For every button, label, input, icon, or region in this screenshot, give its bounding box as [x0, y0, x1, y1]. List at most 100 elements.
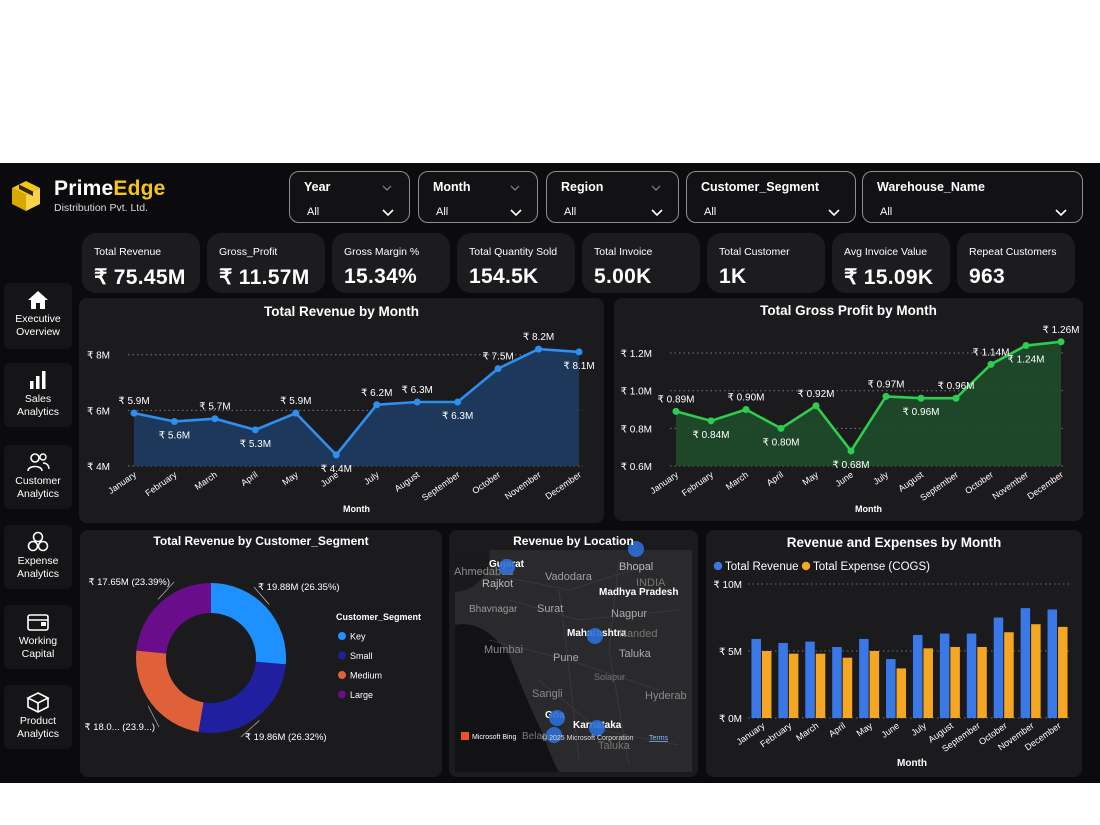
- bar: [805, 641, 815, 718]
- nav-customer-analytics[interactable]: Customer Analytics: [4, 445, 72, 509]
- chevron-down-icon[interactable]: [509, 207, 523, 219]
- filter-warehouse-name[interactable]: Warehouse_Name All: [862, 171, 1083, 223]
- map-credit: Microsoft Bing: [472, 734, 516, 741]
- data-point: [987, 360, 995, 368]
- x-tick-label: January: [106, 469, 138, 496]
- filter-month[interactable]: Month All: [418, 171, 538, 223]
- kpi-total-quantity-sold: Total Quantity Sold 154.5K: [457, 233, 575, 293]
- legend-label: Total Expense (COGS): [813, 561, 930, 573]
- location-bubble[interactable]: [549, 710, 565, 726]
- map-place-label: Taluka: [619, 648, 652, 660]
- data-label: ₹ 0.97M: [868, 379, 905, 390]
- chevron-down-icon[interactable]: [827, 207, 841, 219]
- leader-line: [240, 720, 260, 738]
- profit-line-chart: ₹ 0.6M ₹ 0.8M ₹ 1.0M ₹ 1.2M ₹ 0.89M January ₹ …: [621, 325, 1080, 514]
- data-point: [535, 345, 543, 353]
- filter-year[interactable]: Year All: [289, 171, 410, 223]
- data-point: [292, 409, 300, 417]
- filter-value: All: [564, 206, 577, 218]
- area-fill: [676, 341, 1061, 466]
- brand-name: PrimeEdge: [54, 177, 166, 200]
- bar: [1047, 609, 1058, 718]
- legend-label: Total Revenue: [725, 561, 799, 573]
- bar: [869, 651, 880, 718]
- x-axis-title: Month: [343, 504, 370, 514]
- x-tick-label: August: [896, 469, 925, 494]
- nav-executive-overview[interactable]: Executive Overview: [4, 283, 72, 349]
- bar: [751, 638, 761, 718]
- area-fill: [134, 349, 579, 466]
- map-place-label: Bhopal: [619, 561, 653, 573]
- x-tick-label: August: [393, 469, 422, 494]
- terms-link[interactable]: Terms: [649, 735, 669, 742]
- filter-region[interactable]: Region All: [546, 171, 679, 223]
- legend-marker: [338, 671, 346, 679]
- map-place-label: INDIA: [636, 577, 666, 589]
- nav-label: Sales: [24, 393, 52, 405]
- location-bubble[interactable]: [628, 541, 644, 557]
- bar: [761, 651, 772, 718]
- chevron-down-icon[interactable]: [381, 207, 395, 219]
- chart-title: Total Gross Profit by Month: [760, 303, 937, 318]
- bar: [842, 657, 853, 718]
- leader-line: [157, 581, 175, 600]
- location-map[interactable]: GujaratRajkotAhmedabadVadodaraBhopalINDI…: [449, 530, 698, 777]
- location-bubble[interactable]: [589, 720, 605, 736]
- chevron-down-icon[interactable]: [650, 182, 662, 194]
- nav-product-analytics[interactable]: Product Analytics: [4, 685, 72, 749]
- legend-marker: [338, 632, 346, 640]
- chevron-down-icon[interactable]: [509, 182, 521, 194]
- map-place-label: Ahmedabad: [454, 566, 513, 578]
- data-point: [847, 447, 855, 455]
- legend-marker: [801, 561, 811, 571]
- data-point: [211, 415, 219, 423]
- x-tick-label: February: [143, 469, 179, 498]
- y-tick-label: ₹ 6M: [87, 406, 110, 417]
- x-tick-label: September: [420, 469, 462, 502]
- kpi-label: Avg Invoice Value: [844, 246, 928, 258]
- location-bubble[interactable]: [499, 559, 515, 575]
- map-place-label: Hyderab: [645, 690, 687, 702]
- map-place-label: Solapur: [594, 672, 625, 682]
- bar: [1004, 632, 1014, 718]
- filter-customer-segment[interactable]: Customer_Segment All: [686, 171, 856, 223]
- data-point: [707, 417, 715, 425]
- location-bubble[interactable]: [546, 727, 562, 743]
- map-sea: [455, 624, 559, 772]
- data-point: [373, 401, 381, 409]
- nav-label: Expense: [17, 555, 59, 567]
- y-tick-label: ₹ 1.2M: [621, 349, 652, 360]
- y-tick-label: ₹ 8M: [87, 351, 110, 362]
- chevron-down-icon[interactable]: [650, 207, 664, 219]
- x-tick-label: January: [648, 469, 680, 496]
- kpi-value: ₹ 15.09K: [844, 266, 934, 289]
- data-point: [494, 365, 502, 373]
- data-point: [170, 417, 178, 425]
- x-tick-label: February: [680, 469, 716, 498]
- revenue-line-chart: ₹ 4M ₹ 6M ₹ 8M ₹ 5.9M January ₹ 5.6M February ₹…: [87, 332, 595, 514]
- data-point: [251, 426, 259, 434]
- data-point: [777, 424, 785, 432]
- bar: [832, 646, 842, 718]
- data-label: ₹ 8.1M: [563, 361, 594, 372]
- kpi-total-revenue: Total Revenue ₹ 75.45M: [82, 233, 200, 293]
- y-tick-label: ₹ 0.6M: [621, 462, 652, 473]
- map-place-label: Rajkot: [482, 578, 513, 590]
- bar: [923, 648, 933, 718]
- bar: [788, 653, 799, 718]
- data-label: ₹ 6.3M: [442, 411, 473, 422]
- data-label: ₹ 5.3M: [240, 439, 271, 450]
- x-tick-label: October: [470, 469, 502, 496]
- data-point: [454, 398, 462, 406]
- nav-expense-analytics[interactable]: Expense Analytics: [4, 525, 72, 589]
- location-bubble[interactable]: [587, 628, 603, 644]
- legend-label: Key: [350, 632, 366, 642]
- nav-working-capital[interactable]: Working Capital: [4, 605, 72, 669]
- bar: [993, 617, 1004, 718]
- legend-marker: [713, 561, 723, 571]
- bar: [966, 633, 977, 718]
- bar: [977, 646, 987, 718]
- nav-sales-analytics[interactable]: Sales Analytics: [4, 363, 72, 427]
- chevron-down-icon[interactable]: [381, 182, 393, 194]
- chevron-down-icon[interactable]: [1054, 207, 1068, 219]
